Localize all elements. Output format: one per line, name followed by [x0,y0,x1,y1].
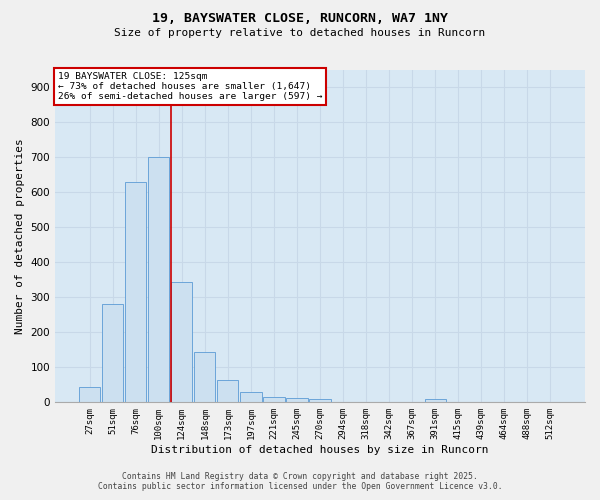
Bar [148,158,169,402]
Bar [425,399,446,402]
Text: 19, BAYSWATER CLOSE, RUNCORN, WA7 1NY: 19, BAYSWATER CLOSE, RUNCORN, WA7 1NY [152,12,448,26]
Bar [263,397,284,402]
Bar [79,388,100,402]
Bar [217,380,238,402]
Bar [171,282,193,403]
Text: Contains HM Land Registry data © Crown copyright and database right 2025.
Contai: Contains HM Land Registry data © Crown c… [98,472,502,491]
Bar [241,392,262,402]
Bar [102,304,124,402]
X-axis label: Distribution of detached houses by size in Runcorn: Distribution of detached houses by size … [151,445,489,455]
Y-axis label: Number of detached properties: Number of detached properties [15,138,25,334]
Text: 19 BAYSWATER CLOSE: 125sqm
← 73% of detached houses are smaller (1,647)
26% of s: 19 BAYSWATER CLOSE: 125sqm ← 73% of deta… [58,72,322,102]
Bar [310,399,331,402]
Bar [286,398,308,402]
Text: Size of property relative to detached houses in Runcorn: Size of property relative to detached ho… [115,28,485,38]
Bar [194,352,215,403]
Bar [125,182,146,402]
